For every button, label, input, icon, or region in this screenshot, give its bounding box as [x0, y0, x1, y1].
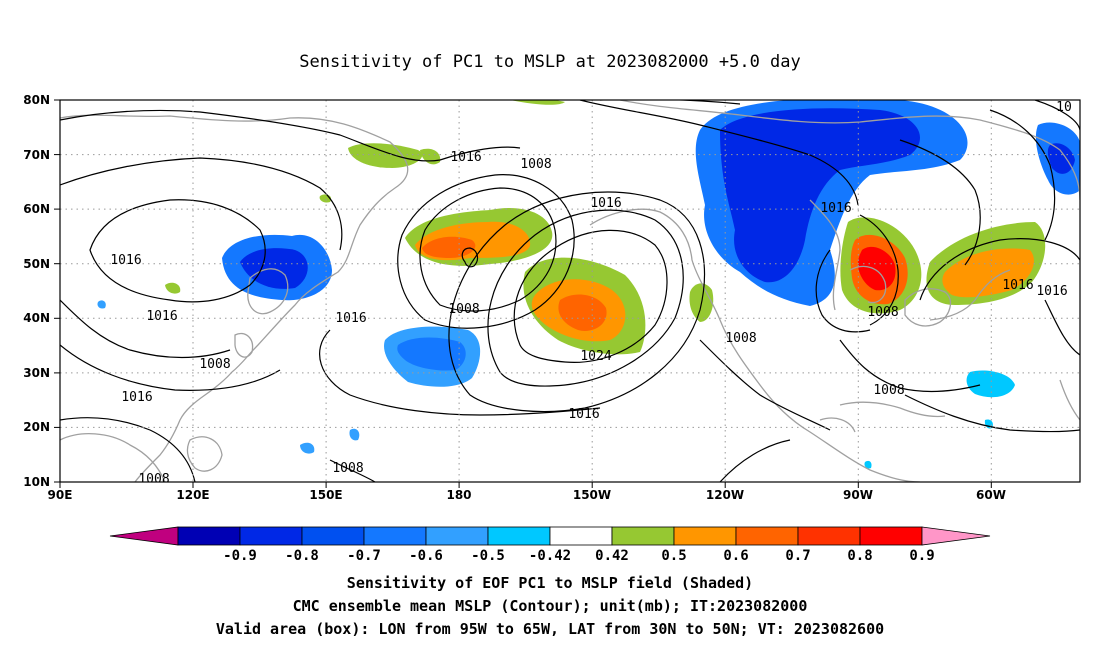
contour-label: 1016 — [568, 407, 599, 422]
contour-labels: 1016 1008 1016 1016 1016 1016 1008 1008 … — [110, 89, 1072, 487]
mslp-contours — [60, 100, 1080, 482]
lat-label: 50N — [23, 257, 50, 271]
lon-label: 60W — [976, 488, 1006, 502]
colorbar-tick-label: 0.42 — [595, 548, 629, 564]
lat-label: 60N — [23, 202, 50, 216]
colorbar-tick-label: -0.9 — [223, 548, 257, 564]
lat-label: 70N — [23, 148, 50, 162]
colorbar-swatch — [549, 526, 613, 546]
lon-label: 90E — [48, 488, 73, 502]
colorbar-swatch — [487, 526, 551, 546]
lon-label: 180 — [446, 488, 471, 502]
colorbar-swatch — [735, 526, 799, 546]
contour-label: 1016 — [335, 311, 366, 326]
contour-label: 1016 — [450, 150, 481, 165]
colorbar-tick-label: 0.7 — [785, 548, 810, 564]
map-title: Sensitivity of PC1 to MSLP at 2023082000… — [299, 52, 801, 72]
lon-label: 150W — [573, 488, 611, 502]
contour-label: 1016 — [110, 253, 141, 268]
caption-line-3: Valid area (box): LON from 95W to 65W, L… — [216, 620, 884, 638]
colorbar-swatch — [797, 526, 861, 546]
contour-label: 1016 — [820, 201, 851, 216]
contour-label: 1008 — [684, 89, 715, 104]
lat-label: 30N — [23, 366, 50, 380]
contour-label: 1008 — [448, 302, 479, 317]
colorbar-tick-label: -0.7 — [347, 548, 381, 564]
colorbar-tick-label: 0.8 — [847, 548, 872, 564]
map-area: 1016 1008 1016 1016 1016 1016 1008 1008 … — [60, 89, 1080, 487]
colorbar-swatch — [239, 526, 303, 546]
lon-label: 90W — [843, 488, 873, 502]
colorbar-tick-label: 0.5 — [661, 548, 686, 564]
contour-label: 10 — [1056, 100, 1072, 115]
contour-label: 1008 — [725, 331, 756, 346]
colorbar-swatch — [363, 526, 427, 546]
colorbar-tick-label: 0.6 — [723, 548, 748, 564]
colorbar-tick-label: 0.9 — [909, 548, 934, 564]
contour-label: 1016 — [121, 390, 152, 405]
colorbar-swatch — [425, 526, 489, 546]
contour-label: 1016 — [590, 196, 621, 211]
colorbar-swatch — [301, 526, 365, 546]
map-frame — [59, 99, 1081, 483]
contour-label: 1008 — [873, 383, 904, 398]
valid-area-box — [1079, 263, 1080, 374]
colorbar-swatch — [859, 526, 923, 546]
contour-label: 1008 — [520, 157, 551, 172]
contour-label: 1016 — [1036, 284, 1067, 299]
latitude-labels: 80N 70N 60N 50N 40N 30N 20N 10N — [23, 93, 50, 489]
lat-label: 20N — [23, 420, 50, 434]
colorbar-swatch — [673, 526, 737, 546]
longitude-labels: 90E 120E 150E 180 150W 120W 90W 60W — [48, 488, 1006, 502]
colorbar-swatch — [177, 526, 241, 546]
lat-label: 40N — [23, 311, 50, 325]
colorbar-tick-label: -0.6 — [409, 548, 443, 564]
colorbar-tick-label: -0.8 — [285, 548, 319, 564]
coastlines — [60, 100, 1080, 482]
contour-label: 1008 — [138, 472, 169, 487]
axis-ticks — [54, 99, 992, 488]
contour-label: 1016 — [146, 309, 177, 324]
colorbar-swatch — [109, 526, 179, 546]
lat-label: 10N — [23, 475, 50, 489]
colorbar-tick-label: -0.5 — [471, 548, 505, 564]
colorbar-tick-label: -0.42 — [529, 548, 571, 564]
lon-label: 120E — [176, 488, 209, 502]
contour-label: 1008 — [199, 357, 230, 372]
lon-label: 150E — [309, 488, 342, 502]
contour-label: 1024 — [580, 349, 611, 364]
caption-line-2: CMC ensemble mean MSLP (Contour); unit(m… — [293, 597, 808, 615]
colorbar: -0.9 -0.8 -0.7 -0.6 -0.5 -0.42 0.42 0.5 0.6 0.7 0.… — [109, 526, 991, 564]
lon-label: 120W — [706, 488, 744, 502]
contour-label: 1016 — [1002, 278, 1033, 293]
contour-label: 1008 — [867, 305, 898, 320]
colorbar-swatch — [921, 526, 991, 546]
lat-label: 80N — [23, 93, 50, 107]
contour-label: 1008 — [332, 461, 363, 476]
caption-line-1: Sensitivity of EOF PC1 to MSLP field (Sh… — [347, 574, 753, 592]
colorbar-swatch — [611, 526, 675, 546]
